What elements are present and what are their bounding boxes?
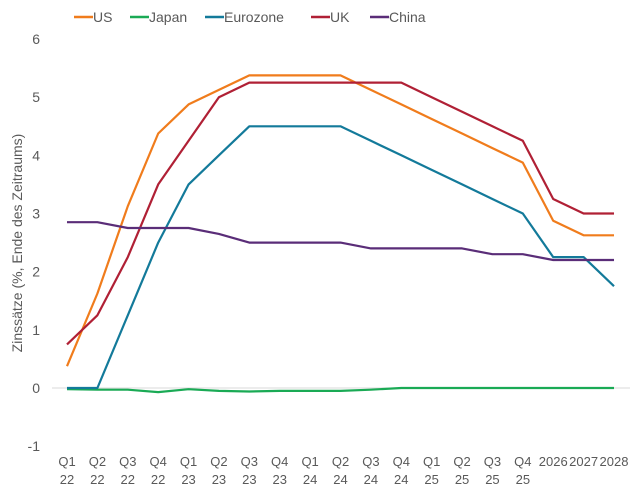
x-tick-label: Q4 [271,454,288,469]
y-tick-label: 4 [32,147,40,163]
x-tick-label: Q2 [453,454,470,469]
y-tick-label: 5 [32,89,40,105]
legend-item-uk[interactable]: UK [311,9,350,25]
y-tick-label: 6 [32,31,40,47]
legend-label: Japan [149,9,187,25]
series-lines [65,74,615,394]
x-axis: Q1 22 Q2 22 Q3 22 Q4 22 Q1 23 Q2 23 Q3 23 Q4 23 Q1 24 Q2 24… [58,454,628,486]
x-tick-label-year: 22 [151,472,165,486]
x-tick-label: Q3 [119,454,136,469]
x-tick-label: Q4 [514,454,531,469]
legend-item-japan[interactable]: Japan [130,9,187,25]
x-tick-label-year: 24 [364,472,378,486]
legend-label: UK [330,9,350,25]
x-tick-label: Q2 [89,454,106,469]
x-tick-label-year: 23 [181,472,195,486]
x-tick-label-year: 23 [212,472,226,486]
x-tick-label-year: 22 [90,472,104,486]
x-tick-label: Q2 [210,454,227,469]
y-tick-label: 2 [32,264,40,280]
y-tick-label: 3 [32,206,40,222]
series-line-japan [66,386,614,394]
legend: US Japan Eurozone UK China [74,9,426,25]
y-axis: -1 0 1 2 3 4 5 6 [28,31,41,454]
x-tick-label-year: 25 [485,472,499,486]
y-axis-label: Zinssätze (%, Ende des Zeitraums) [9,134,25,353]
x-tick-label: Q3 [362,454,379,469]
x-tick-label: Q3 [241,454,258,469]
x-tick-label-year: 25 [516,472,530,486]
y-tick-label: 1 [32,322,40,338]
legend-item-eurozone[interactable]: Eurozone [205,9,284,25]
legend-item-us[interactable]: US [74,9,112,25]
x-tick-label-year: 25 [455,472,469,486]
x-tick-label: 2026 [539,454,568,469]
x-tick-label: 2028 [600,454,629,469]
x-tick-label: Q4 [393,454,410,469]
legend-label: US [93,9,112,25]
x-tick-label: Q1 [180,454,197,469]
y-tick-label: 0 [32,380,40,396]
series-line-us [65,74,614,367]
x-tick-label-year: 22 [60,472,74,486]
x-tick-label-year: 25 [424,472,438,486]
x-tick-label: 2027 [569,454,598,469]
x-tick-label: Q3 [484,454,501,469]
x-tick-label-year: 22 [121,472,135,486]
x-tick-label-year: 24 [333,472,347,486]
legend-label: Eurozone [224,9,284,25]
x-tick-label-year: 24 [303,472,317,486]
legend-label: China [389,9,426,25]
series-line-eurozone [67,125,615,390]
x-tick-label: Q1 [58,454,75,469]
x-tick-label-year: 23 [272,472,286,486]
x-tick-label: Q1 [423,454,440,469]
x-tick-label-year: 24 [394,472,408,486]
x-tick-label: Q4 [149,454,166,469]
legend-item-china[interactable]: China [370,9,426,25]
x-tick-label: Q1 [301,454,318,469]
x-tick-label: Q2 [332,454,349,469]
series-line-uk [66,81,614,346]
y-tick-label: -1 [28,438,41,454]
x-tick-label-year: 23 [242,472,256,486]
